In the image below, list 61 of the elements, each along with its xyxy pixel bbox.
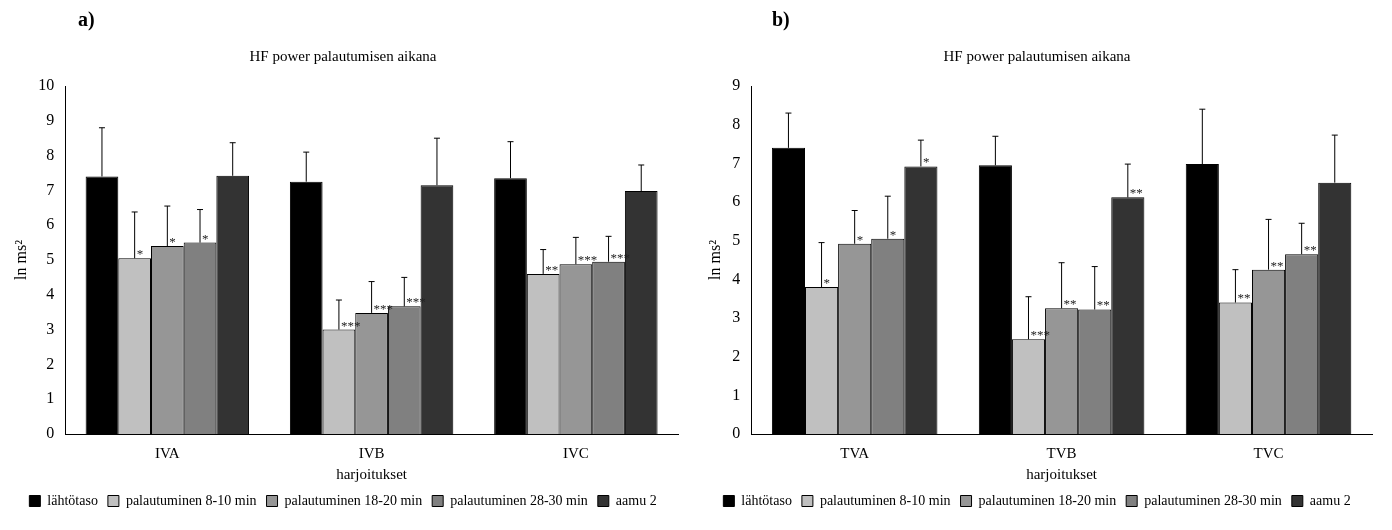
y-axis-title: ln ms² [705,239,723,280]
data-label: ** [1096,297,1110,313]
y-tick-label: 1 [732,385,741,403]
y-tick-label: 4 [732,269,741,287]
y-tick-label: 2 [732,346,741,364]
legend-label: palautuminen 8-10 min [125,492,257,508]
chart-title: HF power palautumisen aikana [943,47,1131,64]
data-label: * [136,246,144,262]
chart-title: HF power palautumisen aikana [249,47,437,64]
y-tick-label: 3 [732,308,741,326]
legend-label: lähtötaso [47,492,98,508]
y-tick-label: 4 [46,285,55,302]
text: a) [78,8,96,32]
x-axis-title: harjoitukset [336,465,408,482]
y-tick-label: 7 [732,153,741,171]
x-tick-label: IVA [154,444,180,461]
y-tick-label: 6 [732,192,741,210]
data-label: * [823,274,831,290]
y-tick-label: 2 [46,354,55,372]
y-tick-label: 9 [46,111,55,128]
text: b) [772,8,791,32]
legend-label: palautuminen 18-20 min [978,492,1117,508]
y-axis-title: ln ms² [11,239,29,280]
legend-label: aamu 2 [615,492,657,508]
data-label: ** [1237,290,1251,306]
x-tick-label: TVB [1046,444,1077,461]
x-tick-label: TVC [1253,444,1284,461]
y-tick-label: 9 [732,76,741,94]
x-tick-label: TVA [840,444,870,461]
data-label: *** [373,300,394,316]
y-tick-label: 3 [46,319,55,337]
data-label: ** [1270,257,1284,273]
data-label: * [922,154,930,170]
data-label: * [889,226,897,242]
data-label: ** [545,261,559,277]
data-label: ** [1129,185,1143,201]
y-tick-label: 0 [732,424,741,442]
y-tick-label: 8 [46,145,55,163]
x-tick-label: IVB [358,444,385,461]
data-label: * [856,231,864,247]
x-axis-title: harjoitukset [1026,465,1098,482]
data-label: *** [577,252,598,268]
data-label: * [202,230,209,246]
y-tick-label: 5 [46,250,55,268]
data-label: ** [1303,242,1317,258]
y-tick-label: 6 [46,215,55,233]
legend-label: palautuminen 28-30 min [450,492,588,508]
data-label: ** [1063,296,1077,312]
y-tick-label: 7 [46,180,55,198]
x-tick-label: IVC [562,444,589,461]
y-tick-label: 8 [732,114,741,132]
y-tick-label: 5 [732,230,741,248]
legend-label: aamu 2 [1309,492,1351,508]
legend-label: palautuminen 8-10 min [819,492,951,508]
legend-label: palautuminen 18-20 min [284,492,423,508]
y-tick-label: 0 [46,424,55,442]
legend-label: palautuminen 28-30 min [1144,492,1282,508]
legend-label: lähtötaso [741,492,792,508]
data-label: * [169,234,176,249]
y-tick-label: 1 [46,389,55,407]
y-tick-label: 10 [38,76,55,94]
